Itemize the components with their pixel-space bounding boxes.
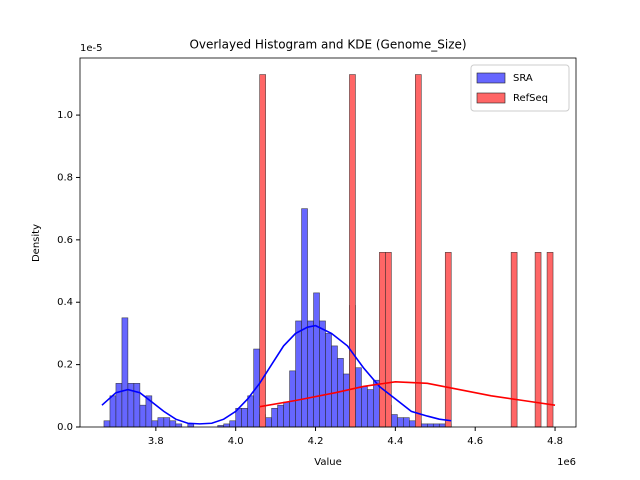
x-tick-label: 4.6 xyxy=(467,436,483,447)
bar xyxy=(546,252,554,428)
bar xyxy=(432,423,440,428)
bar xyxy=(391,414,398,428)
bar xyxy=(379,252,386,428)
bar xyxy=(169,420,177,428)
legend-swatch xyxy=(476,72,506,84)
bar xyxy=(271,407,278,428)
bar xyxy=(277,404,284,428)
bar xyxy=(403,417,410,428)
x-tick-label: 4.0 xyxy=(228,436,244,447)
x-axis-label: Value xyxy=(314,457,341,468)
bar xyxy=(385,252,392,428)
x-tick-label: 3.8 xyxy=(148,436,164,447)
bar xyxy=(133,383,141,428)
kde-line xyxy=(259,380,556,408)
bar xyxy=(421,423,428,428)
y-axis-label: Density xyxy=(31,224,42,262)
bar xyxy=(301,208,308,428)
kde-line xyxy=(101,324,452,425)
legend-label: RefSeq xyxy=(513,93,548,104)
bar xyxy=(397,417,404,428)
x-tick-label: 4.4 xyxy=(387,436,403,447)
bar xyxy=(151,420,159,428)
bar xyxy=(265,417,272,428)
chart-title: Overlayed Histogram and KDE (Genome_Size… xyxy=(189,38,466,52)
bar xyxy=(229,420,236,428)
x-tick-label: 4.8 xyxy=(547,436,563,447)
bar xyxy=(289,370,296,428)
bar xyxy=(283,401,290,428)
bar xyxy=(187,423,195,428)
y-offset-label: 1e-5 xyxy=(80,43,103,54)
y-tick-label: 0.6 xyxy=(57,235,73,246)
y-tick-label: 0.2 xyxy=(57,360,73,371)
bar xyxy=(415,74,422,428)
y-tick-label: 0.0 xyxy=(57,422,73,433)
legend-box xyxy=(470,64,570,112)
bar xyxy=(121,317,129,428)
bar xyxy=(307,320,314,428)
x-tick-label: 4.2 xyxy=(308,436,324,447)
bar xyxy=(295,320,302,428)
y-tick-label: 0.8 xyxy=(57,172,73,183)
bar xyxy=(343,373,350,428)
x-offset-label: 1e6 xyxy=(557,457,576,468)
bar xyxy=(367,389,374,428)
bar xyxy=(331,345,338,428)
bar xyxy=(109,395,117,428)
bar xyxy=(409,420,416,428)
bar xyxy=(426,423,434,428)
y-tick-label: 0.4 xyxy=(57,297,73,308)
legend-swatch xyxy=(476,92,506,104)
bar xyxy=(241,407,248,428)
bar xyxy=(510,252,518,428)
bar xyxy=(103,420,111,428)
bar xyxy=(115,383,123,428)
legend-label: SRA xyxy=(513,73,533,84)
bar xyxy=(444,252,452,428)
bar xyxy=(157,417,165,428)
bar xyxy=(438,423,446,428)
bar xyxy=(373,379,380,428)
bar xyxy=(247,395,254,428)
bar xyxy=(534,252,542,428)
bar xyxy=(139,404,147,428)
bar xyxy=(325,333,332,428)
bar xyxy=(175,423,183,428)
bar xyxy=(319,320,326,428)
plot-frame xyxy=(79,57,577,428)
bar xyxy=(223,423,230,428)
bar xyxy=(355,367,362,428)
bar xyxy=(163,417,171,428)
bar xyxy=(349,74,356,428)
y-tick-label: 1.0 xyxy=(57,110,73,121)
bar xyxy=(313,292,320,428)
bar xyxy=(361,386,368,428)
